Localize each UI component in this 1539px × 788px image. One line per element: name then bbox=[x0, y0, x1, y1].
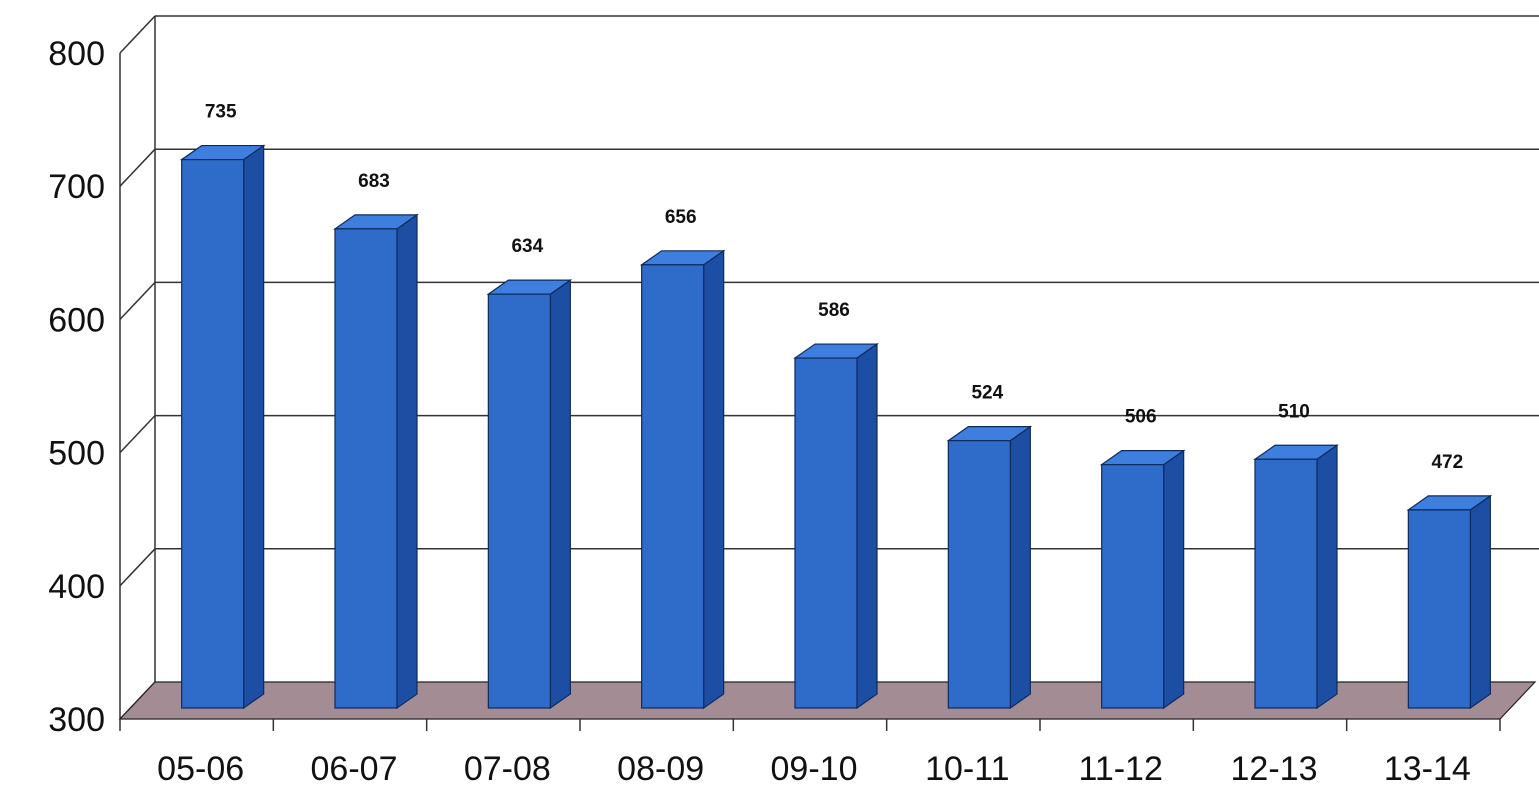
bar-09-10 bbox=[793, 342, 879, 710]
data-label-07-08: 634 bbox=[511, 236, 543, 257]
bar-13-14 bbox=[1406, 494, 1493, 710]
bar-side-13-14 bbox=[1469, 494, 1491, 710]
x-label-09-10: 09-10 bbox=[771, 750, 858, 788]
bar-side-05-06 bbox=[243, 144, 265, 710]
bar-front-07-08 bbox=[487, 293, 551, 709]
y-tick-700: 700 bbox=[48, 168, 105, 206]
data-label-06-07: 683 bbox=[358, 171, 390, 192]
x-label-07-08: 07-08 bbox=[464, 750, 551, 788]
data-label-11-12: 506 bbox=[1125, 407, 1157, 428]
data-label-12-13: 510 bbox=[1278, 401, 1310, 422]
x-label-08-09: 08-09 bbox=[617, 750, 704, 788]
bar-05-06 bbox=[179, 144, 266, 710]
bar-front-05-06 bbox=[181, 158, 245, 709]
x-label-10-11: 10-11 bbox=[925, 750, 1009, 788]
gridline-diagonal-500 bbox=[119, 415, 156, 454]
bar-11-12 bbox=[1099, 449, 1186, 710]
y-tick-400: 400 bbox=[48, 568, 105, 606]
bar-07-08 bbox=[486, 278, 573, 710]
gridline-diagonal-600 bbox=[119, 281, 156, 320]
bar-side-10-11 bbox=[1009, 425, 1031, 710]
bar-front-09-10 bbox=[794, 357, 858, 709]
chart-walls bbox=[119, 16, 156, 719]
bar-front-06-07 bbox=[334, 228, 398, 709]
data-label-05-06: 735 bbox=[205, 102, 237, 123]
x-label-13-14: 13-14 bbox=[1384, 750, 1471, 788]
bar-side-09-10 bbox=[856, 342, 878, 710]
data-label-08-09: 656 bbox=[665, 207, 697, 228]
bar-side-07-08 bbox=[549, 278, 571, 710]
gridline-diagonal-400 bbox=[119, 548, 156, 587]
bar-front-08-09 bbox=[641, 264, 705, 709]
x-axis-ticks bbox=[119, 719, 1501, 731]
bars bbox=[179, 144, 1493, 710]
bar-front-10-11 bbox=[947, 440, 1011, 709]
bar-08-09 bbox=[639, 249, 726, 710]
y-tick-300: 300 bbox=[48, 701, 105, 739]
bar-side-11-12 bbox=[1163, 449, 1185, 710]
bar-side-12-13 bbox=[1316, 444, 1338, 710]
bar-10-11 bbox=[946, 425, 1033, 710]
y-tick-800: 800 bbox=[48, 35, 105, 73]
x-label-12-13: 12-13 bbox=[1231, 750, 1318, 788]
bar-side-06-07 bbox=[396, 213, 418, 710]
y-tick-600: 600 bbox=[48, 301, 105, 339]
y-axis-tick-labels: 300 400 500 600 700 800 bbox=[48, 35, 105, 739]
bar-side-08-09 bbox=[703, 249, 725, 710]
x-axis-category-labels: 05-06 06-07 07-08 08-09 09-10 10-11 11-1… bbox=[157, 750, 1471, 788]
x-label-05-06: 05-06 bbox=[157, 750, 244, 788]
data-label-13-14: 472 bbox=[1431, 452, 1463, 473]
bar-front-12-13 bbox=[1254, 458, 1318, 709]
data-label-09-10: 586 bbox=[818, 300, 850, 321]
bar-06-07 bbox=[333, 213, 419, 710]
x-label-06-07: 06-07 bbox=[311, 750, 398, 788]
data-labels: 735 683 634 656 586 524 506 510 472 bbox=[205, 102, 1463, 473]
data-label-10-11: 524 bbox=[971, 383, 1003, 404]
gridline-diagonal-800 bbox=[119, 15, 156, 54]
gridline-diagonal-700 bbox=[119, 148, 156, 187]
bar-12-13 bbox=[1253, 444, 1339, 710]
x-label-11-12: 11-12 bbox=[1078, 750, 1162, 788]
y-tick-500: 500 bbox=[48, 435, 105, 473]
bar-front-13-14 bbox=[1407, 509, 1471, 709]
bar-front-11-12 bbox=[1101, 464, 1165, 709]
